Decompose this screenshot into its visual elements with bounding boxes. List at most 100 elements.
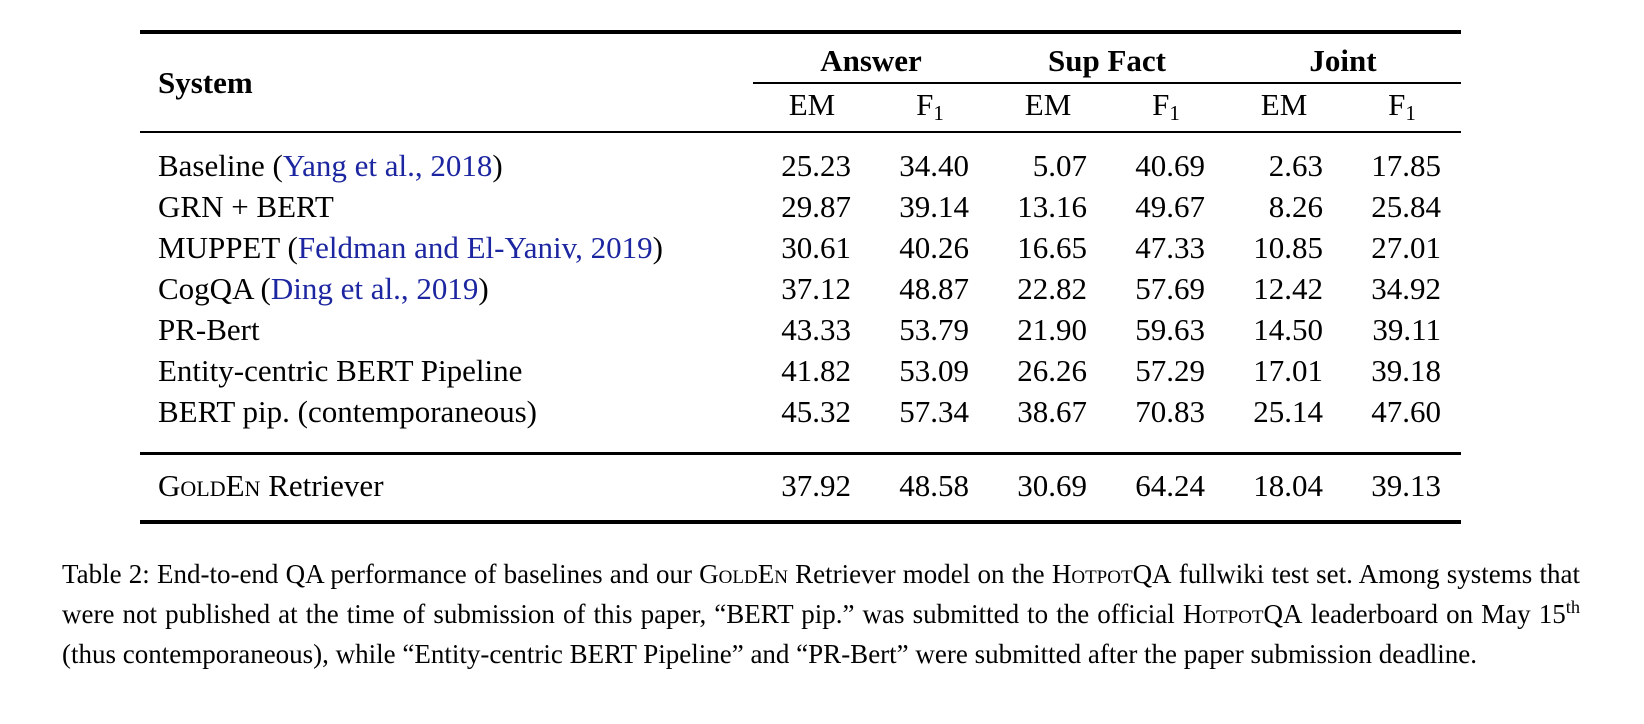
- metric-value: 29.87: [781, 189, 851, 224]
- system-name-text: ): [478, 271, 489, 306]
- caption-text: fullwiki test set. Among systems that we…: [62, 559, 1580, 629]
- metric-value: 27.01: [1371, 230, 1442, 265]
- metric-value: 26.26: [1017, 353, 1088, 388]
- metric-value: 40.26: [899, 230, 970, 265]
- column-header-supfact-em: EM: [989, 83, 1108, 133]
- metric-value: 37.12: [781, 271, 851, 306]
- metric-value: 70.83: [1135, 394, 1206, 429]
- system-label: MUPPET (Feldman and El-Yaniv, 2019): [140, 227, 753, 268]
- system-name-text: GRN + BERT: [158, 189, 334, 224]
- system-label: GRN + BERT: [140, 186, 753, 227]
- table-header: System Answer Sup Fact Joint EM F1 EM F1…: [140, 32, 1462, 133]
- column-header-joint-f1: F1: [1343, 83, 1462, 133]
- metric-value: 48.58: [871, 452, 990, 522]
- metric-value: 53.79: [899, 312, 970, 347]
- caption-hotpotqa-smallcaps: HotpotQA: [1051, 559, 1172, 589]
- column-header-system: System: [140, 32, 753, 133]
- column-header-answer-f1: F1: [871, 83, 990, 133]
- metric-value: 49.67: [1135, 189, 1206, 224]
- metric-value: 25.23: [781, 148, 851, 183]
- caption-text: (thus contemporaneous), while “Entity-ce…: [62, 639, 1477, 669]
- caption-text: leaderboard on May 15: [1302, 599, 1566, 629]
- system-name-text: ): [652, 230, 663, 265]
- metric-value: 57.34: [899, 394, 970, 429]
- caption-superscript-th: th: [1565, 597, 1580, 617]
- system-name-text: MUPPET (: [158, 230, 298, 265]
- system-name-text: Baseline (: [158, 148, 283, 183]
- system-name-text: PR-Bert: [158, 312, 260, 347]
- group-header-row: System Answer Sup Fact Joint: [140, 32, 1462, 133]
- table-row: PR-Bert 43.33 53.79 21.90 59.63 14.50 39.11: [140, 309, 1461, 350]
- system-label-golden-retriever: GoldEn Retriever: [140, 452, 753, 522]
- table-row: BERT pip. (contemporaneous) 45.32 57.34 38.…: [140, 391, 1461, 454]
- metric-value: 10.85: [1253, 230, 1324, 265]
- system-label: CogQA (Ding et al., 2019): [140, 268, 753, 309]
- metric-value: 8.26: [1268, 189, 1324, 224]
- metric-value: 25.84: [1371, 189, 1442, 224]
- citation-link[interactable]: Ding et al., 2019: [270, 271, 479, 306]
- system-label: PR-Bert: [140, 309, 753, 350]
- table-row: CogQA (Ding et al., 2019) 37.12 48.87 22.82…: [140, 268, 1461, 309]
- system-label: Baseline (Yang et al., 2018): [140, 132, 753, 186]
- metric-value: 17.01: [1253, 353, 1324, 388]
- metric-value: 38.67: [1017, 394, 1088, 429]
- metric-value: 18.04: [1225, 452, 1344, 522]
- metric-value: 57.69: [1135, 271, 1206, 306]
- caption-text: Retriever model on the: [787, 559, 1052, 589]
- caption-text: Table 2: End-to-end QA performance of ba…: [62, 559, 700, 589]
- metric-value: 39.11: [1372, 312, 1442, 347]
- metric-value: 40.69: [1135, 148, 1206, 183]
- metric-value: 30.61: [781, 230, 851, 265]
- column-group-answer: Answer: [753, 32, 990, 84]
- caption-hotpotqa-smallcaps: HotpotQA: [1182, 599, 1303, 629]
- metric-value: 21.90: [1017, 312, 1088, 347]
- system-name-text: BERT pip. (contemporaneous): [158, 394, 537, 429]
- metric-value: 22.82: [1017, 271, 1088, 306]
- system-name-text: ): [492, 148, 503, 183]
- metric-value: 39.13: [1343, 452, 1462, 522]
- table-caption: Table 2: End-to-end QA performance of ba…: [62, 554, 1580, 674]
- system-label: Entity-centric BERT Pipeline: [140, 350, 753, 391]
- column-header-supfact-f1: F1: [1107, 83, 1226, 133]
- metric-value: 34.40: [899, 148, 970, 183]
- column-group-sup-fact: Sup Fact: [989, 32, 1226, 84]
- golden-rest-text: Retriever: [260, 468, 384, 503]
- system-label: BERT pip. (contemporaneous): [140, 391, 753, 454]
- table-row: GRN + BERT 29.87 39.14 13.16 49.67 8.26 25.84: [140, 186, 1461, 227]
- column-header-joint-em: EM: [1225, 83, 1344, 133]
- system-name-text: Entity-centric BERT Pipeline: [158, 353, 523, 388]
- metric-value: 13.16: [1017, 189, 1088, 224]
- table-row: Entity-centric BERT Pipeline 41.82 53.09 26…: [140, 350, 1461, 391]
- metric-value: 30.69: [989, 452, 1108, 522]
- metric-value: 14.50: [1253, 312, 1324, 347]
- paper-page: System Answer Sup Fact Joint EM F1 EM F1…: [0, 30, 1644, 724]
- metric-header-row: EM F1 EM F1 EM F1: [140, 83, 1462, 133]
- metric-value: 37.92: [753, 452, 871, 522]
- citation-link[interactable]: Yang et al., 2018: [282, 148, 493, 183]
- metric-value: 64.24: [1107, 452, 1226, 522]
- metric-value: 41.82: [781, 353, 851, 388]
- metric-value: 39.18: [1371, 353, 1442, 388]
- column-header-answer-em: EM: [753, 83, 871, 133]
- metric-value: 12.42: [1253, 271, 1324, 306]
- system-name-text: CogQA (: [158, 271, 271, 306]
- golden-smallcaps-text: GoldEn: [158, 468, 261, 503]
- metric-value: 2.63: [1268, 148, 1324, 183]
- metric-value: 47.33: [1135, 230, 1206, 265]
- metric-value: 45.32: [781, 394, 851, 429]
- metric-value: 43.33: [781, 312, 851, 347]
- golden-retriever-section: GoldEn Retriever 37.92 48.58 30.69 64.24…: [140, 452, 1462, 522]
- citation-link[interactable]: Feldman and El-Yaniv, 2019: [297, 230, 653, 265]
- metric-value: 59.63: [1135, 312, 1206, 347]
- results-table: System Answer Sup Fact Joint EM F1 EM F1…: [140, 30, 1462, 524]
- metric-value: 5.07: [1032, 148, 1088, 183]
- metric-value: 25.14: [1253, 394, 1324, 429]
- metric-value: 16.65: [1017, 230, 1088, 265]
- metric-value: 47.60: [1371, 394, 1442, 429]
- caption-golden-smallcaps: GoldEn: [699, 559, 788, 589]
- table-row: MUPPET (Feldman and El-Yaniv, 2019) 30.61…: [140, 227, 1461, 268]
- metric-value: 53.09: [899, 353, 970, 388]
- baseline-rows: Baseline (Yang et al., 2018) 25.23 34.40 5.…: [140, 132, 1461, 454]
- column-group-joint: Joint: [1225, 32, 1462, 84]
- table-row: Baseline (Yang et al., 2018) 25.23 34.40 5.…: [140, 132, 1461, 186]
